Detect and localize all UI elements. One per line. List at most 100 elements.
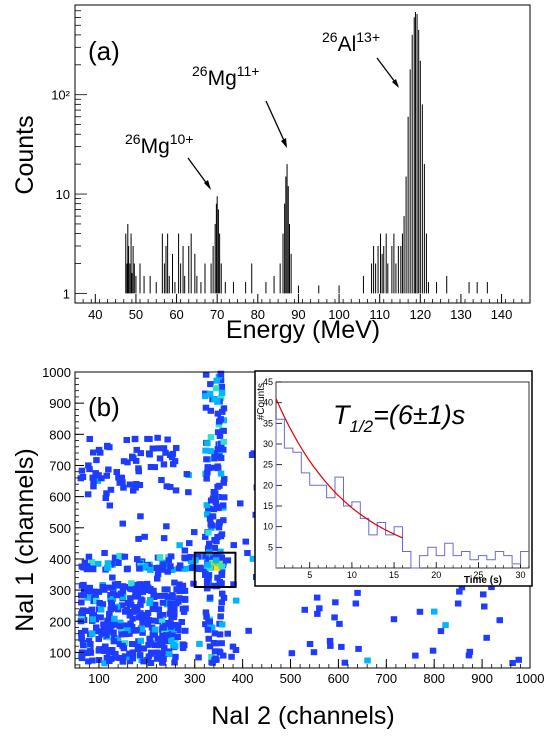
heatmap-cell <box>114 581 122 587</box>
heatmap-cell <box>150 591 157 598</box>
heatmap-cell <box>176 581 183 588</box>
heatmap-cell <box>181 587 189 594</box>
x-tick-label: 140 <box>491 307 513 322</box>
heatmap-cell <box>167 484 174 490</box>
heatmap-cell <box>509 660 516 666</box>
heatmap-cell <box>156 554 164 561</box>
heatmap-cell <box>124 627 131 634</box>
heatmap-cell <box>144 621 152 628</box>
heatmap-cell <box>209 659 216 666</box>
heatmap-cell <box>109 584 116 591</box>
heatmap-cell <box>139 582 147 589</box>
heatmap-cell <box>220 405 228 412</box>
heatmap-cell <box>216 631 224 638</box>
heatmap-cell <box>183 471 191 477</box>
heatmap-cell <box>116 623 123 630</box>
heatmap-cell <box>205 572 213 579</box>
heatmap-cell <box>210 506 218 513</box>
heatmap-cell <box>167 563 174 570</box>
exponential-fit-curve <box>275 398 403 539</box>
heatmap-cell <box>120 484 127 491</box>
heatmap-cell <box>154 434 161 441</box>
heatmap-cell <box>355 645 362 652</box>
heatmap-cell <box>154 575 161 582</box>
heatmap-cell <box>211 536 218 543</box>
heatmap-cell <box>163 632 170 639</box>
x-tick-label: 50 <box>129 307 143 322</box>
heatmap-cell <box>151 605 159 612</box>
spectrum-histogram <box>125 12 488 294</box>
heatmap-cell <box>128 580 135 587</box>
heatmap-cell <box>288 650 296 657</box>
heatmap-cell <box>135 535 142 542</box>
heatmap-cell <box>104 584 111 591</box>
heatmap-cell <box>220 438 228 445</box>
heatmap-cell <box>218 563 226 570</box>
nai-coincidence-panel: 100 200 300 400 500 600 700 800 900 1000 100 200 300… <box>11 365 544 730</box>
heatmap-cell <box>154 571 162 578</box>
heatmap-cell <box>230 542 237 549</box>
heatmap-cell <box>126 650 133 657</box>
heatmap-cell <box>128 641 136 647</box>
inset-y-tick-label: 40 <box>263 398 273 408</box>
heatmap-cell <box>98 475 105 482</box>
heatmap-cell <box>147 640 155 647</box>
y-tick-label: 100 <box>49 645 71 660</box>
heatmap-cell <box>108 622 115 629</box>
heatmap-cell <box>154 618 162 625</box>
heatmap-cell <box>163 562 171 569</box>
heatmap-cell <box>179 582 187 589</box>
heatmap-cell <box>97 606 105 613</box>
heatmap-cell <box>211 450 218 457</box>
heatmap-cell <box>203 502 211 509</box>
heatmap-cell <box>86 436 93 442</box>
inset-y-tick-label: 35 <box>263 418 273 428</box>
heatmap-cell <box>114 636 122 643</box>
heatmap-cell <box>84 491 92 498</box>
heatmap-cell <box>168 637 175 644</box>
heatmap-cell <box>143 612 151 619</box>
heatmap-cell <box>119 520 126 527</box>
inset-x-tick-label: 15 <box>389 570 399 580</box>
heatmap-cell <box>213 377 220 384</box>
heatmap-cell <box>99 583 106 590</box>
heatmap-cell <box>213 564 221 571</box>
heatmap-cell <box>221 476 228 482</box>
heatmap-cell <box>140 658 147 665</box>
heatmap-cell <box>207 497 215 504</box>
heatmap-cell <box>121 631 129 638</box>
heatmap-cell <box>104 624 112 631</box>
heatmap-cell <box>209 559 216 566</box>
heatmap-cell <box>244 550 251 556</box>
heatmap-cell <box>214 429 222 436</box>
heatmap-cell <box>218 580 225 587</box>
heatmap-cell <box>174 634 181 640</box>
heatmap-cell <box>465 652 473 659</box>
heatmap-cell <box>91 588 99 595</box>
heatmap-cell <box>229 643 237 650</box>
heatmap-cell <box>220 479 227 486</box>
heatmap-cell <box>165 651 173 658</box>
heatmap-cell <box>113 469 120 475</box>
heatmap-cell <box>221 494 228 501</box>
heatmap-cell <box>202 404 210 411</box>
heatmap-cell <box>109 596 117 603</box>
heatmap-cell <box>149 445 157 452</box>
heatmap-cell <box>313 594 321 601</box>
heatmap-cell <box>81 559 89 566</box>
heatmap-cell <box>204 626 212 633</box>
heatmap-cell <box>81 627 89 634</box>
x-tick-label: 800 <box>423 671 445 686</box>
heatmap-cell <box>341 659 349 666</box>
heatmap-cell <box>107 486 115 493</box>
heatmap-cell <box>126 658 134 665</box>
heatmap-cell <box>159 599 167 606</box>
heatmap-cell <box>483 634 490 641</box>
heatmap-cell <box>107 606 114 613</box>
heatmap-cell <box>224 557 232 564</box>
heatmap-cell <box>217 613 224 620</box>
heatmap-cell <box>137 450 144 457</box>
heatmap-cell <box>364 657 371 664</box>
heatmap-cell <box>206 540 213 547</box>
x-tick-label: 400 <box>232 671 254 686</box>
